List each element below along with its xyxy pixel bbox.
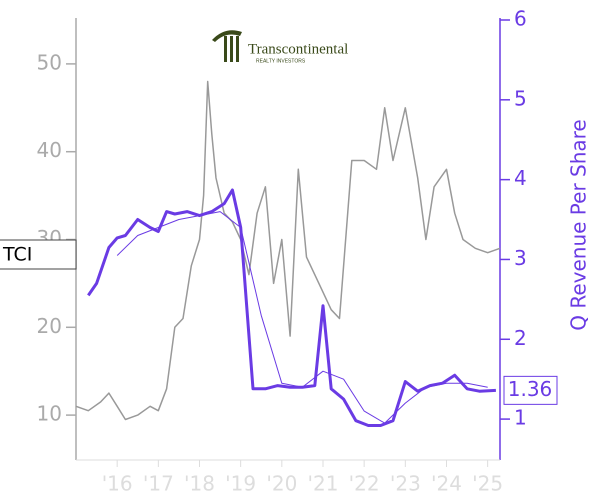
y-tick-label: 20 (37, 314, 62, 338)
last-value-label: 1.36 (508, 377, 553, 401)
y2-tick-label: 5 (514, 86, 527, 110)
logo-icon (236, 36, 239, 62)
y2-tick-label: 3 (514, 246, 527, 270)
logo-tagline: REALTY INVESTORS (256, 58, 306, 64)
x-tick-label: '18 (184, 472, 215, 496)
data-line (75, 80, 501, 421)
y2-tick-label: 6 (514, 7, 527, 31)
logo: Transcontinental REALTY INVESTORS (212, 30, 348, 64)
data-line (116, 211, 488, 424)
logo-name: Transcontinental (248, 41, 348, 57)
logo-icon (212, 30, 242, 42)
x-tick-label: '22 (349, 472, 380, 496)
y2-tick-label: 1 (514, 406, 527, 430)
x-tick-label: '24 (431, 472, 462, 496)
x-tick-label: '20 (266, 472, 297, 496)
y-tick-label: 10 (37, 402, 62, 426)
x-tick-label: '17 (143, 472, 174, 496)
x-tick-label: '19 (225, 472, 256, 496)
logo-icon (230, 36, 233, 62)
ticker: TCI (2, 244, 32, 266)
y2-tick-label: 2 (514, 326, 527, 350)
data-line (87, 188, 496, 427)
ticker-box: TCI (0, 239, 77, 270)
y-tick-label: 40 (37, 138, 62, 162)
y2-axis-label: Q Revenue Per Share (567, 119, 591, 331)
x-tick-label: '25 (472, 472, 503, 496)
logo-icon (224, 36, 227, 62)
x-tick-label: '21 (308, 472, 339, 496)
y2-tick-label: 4 (514, 166, 527, 190)
last-value-box (503, 375, 558, 405)
y-tick-label: 50 (37, 50, 62, 74)
ticker-box-bg (0, 239, 77, 270)
x-tick-label: '23 (390, 472, 421, 496)
x-tick-label: '16 (102, 472, 133, 496)
